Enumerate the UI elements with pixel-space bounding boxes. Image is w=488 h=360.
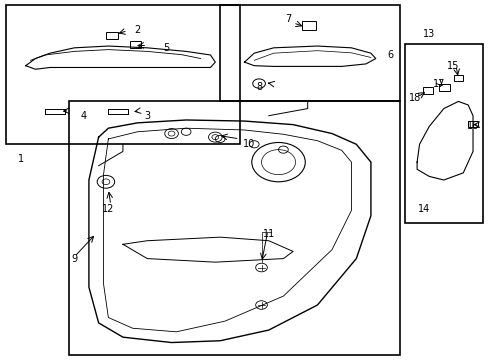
Text: 4: 4 [81,111,87,121]
Bar [301,21,316,30]
Text: 14: 14 [417,203,429,213]
Text: 8: 8 [256,82,262,92]
Text: 16: 16 [466,121,478,131]
Text: 12: 12 [102,203,114,213]
Bar [6,5,239,144]
Text: 13: 13 [422,28,434,39]
Text: 18: 18 [407,93,420,103]
Bar [106,32,118,39]
Text: 7: 7 [285,14,291,24]
Bar [467,121,477,127]
Bar [438,84,449,91]
Bar [404,44,482,223]
Text: 1: 1 [18,154,24,163]
Text: 17: 17 [432,78,444,89]
Bar [220,5,399,102]
Text: 15: 15 [447,61,459,71]
Text: 5: 5 [163,43,169,53]
Bar [130,41,141,48]
Bar [69,102,399,355]
Text: 11: 11 [262,229,274,239]
Bar [423,87,432,94]
Bar [453,75,462,81]
Text: 3: 3 [144,111,150,121]
Text: 2: 2 [134,25,141,35]
Text: 9: 9 [71,253,77,264]
Text: 6: 6 [386,50,393,60]
Text: 10: 10 [243,139,255,149]
